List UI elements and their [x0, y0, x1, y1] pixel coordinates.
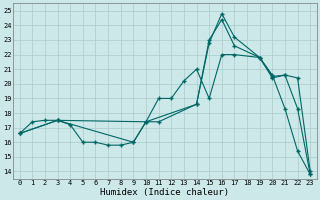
X-axis label: Humidex (Indice chaleur): Humidex (Indice chaleur)	[100, 188, 229, 197]
